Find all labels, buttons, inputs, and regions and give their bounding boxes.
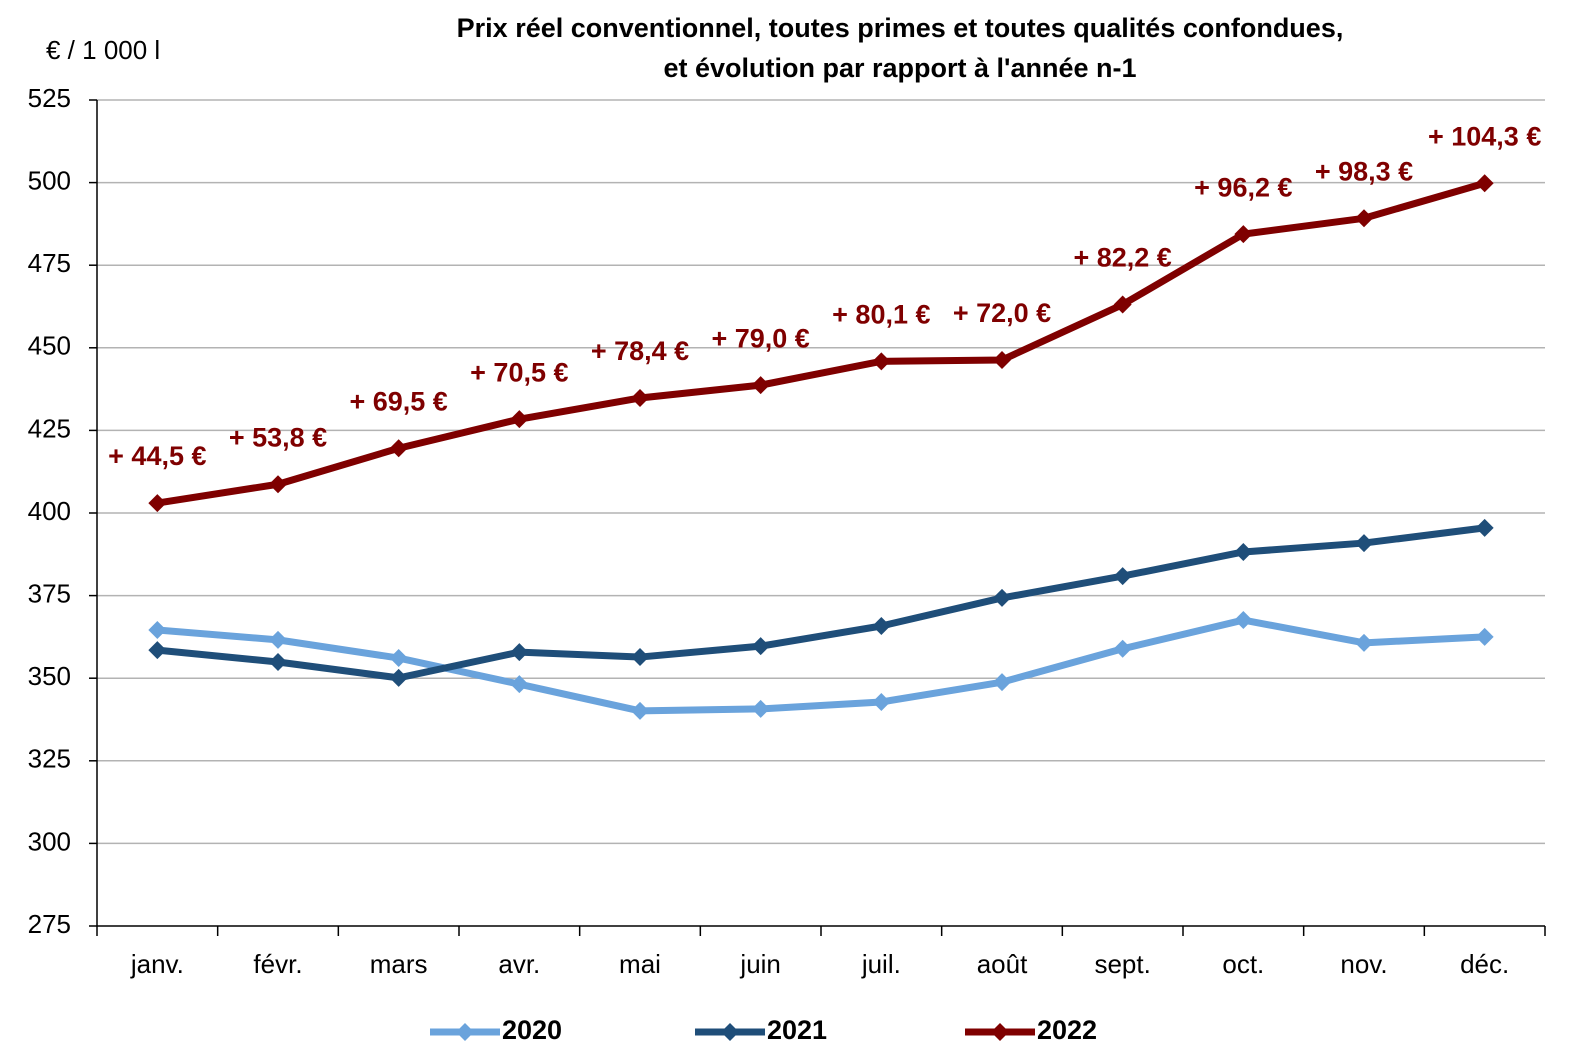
data-point — [1475, 518, 1494, 537]
y-tick-label: 500 — [28, 165, 71, 195]
x-tick-label: mai — [619, 949, 661, 979]
data-point — [751, 637, 770, 656]
x-tick-label: sept. — [1094, 949, 1150, 979]
data-point — [993, 673, 1011, 692]
x-tick-label: avr. — [498, 949, 540, 979]
annotation: + 72,0 € — [953, 298, 1051, 328]
data-point — [269, 475, 287, 494]
data-point — [1475, 627, 1494, 646]
annotation: + 44,5 € — [108, 441, 206, 471]
data-point — [751, 376, 770, 395]
data-point — [872, 352, 891, 371]
x-tick-label: juil. — [861, 949, 901, 979]
y-axis-label: € / 1 000 l — [46, 35, 160, 65]
x-tick-label: août — [977, 949, 1028, 979]
annotation: + 98,3 € — [1315, 156, 1413, 186]
data-point — [1113, 567, 1132, 586]
data-point — [631, 389, 649, 408]
annotation: + 80,1 € — [832, 299, 930, 329]
data-point — [389, 649, 408, 668]
data-point — [1355, 209, 1373, 228]
data-point — [631, 701, 649, 720]
data-point — [1355, 633, 1373, 652]
series-line — [156, 179, 1486, 507]
annotation: + 69,5 € — [349, 386, 447, 416]
data-point — [510, 643, 529, 662]
data-point — [872, 616, 891, 635]
x-tick-label: févr. — [253, 949, 302, 979]
data-point — [269, 630, 287, 649]
data-point — [993, 351, 1011, 370]
data-point — [1355, 534, 1373, 553]
y-tick-label: 325 — [28, 744, 71, 774]
y-tick-label: 375 — [28, 578, 71, 608]
y-tick-label: 350 — [28, 661, 71, 691]
legend-marker — [456, 1023, 474, 1041]
y-tick-label: 400 — [28, 496, 71, 526]
series-line — [157, 616, 1485, 715]
annotation: + 96,2 € — [1194, 172, 1292, 202]
data-point — [148, 494, 167, 513]
legend-marker — [991, 1023, 1009, 1041]
data-point — [872, 692, 891, 711]
data-point — [1475, 174, 1494, 193]
series-line — [156, 524, 1486, 682]
chart-title: et évolution par rapport à l'année n-1 — [663, 53, 1136, 83]
x-tick-label: déc. — [1460, 949, 1509, 979]
legend-label: 2021 — [767, 1015, 827, 1045]
data-point — [751, 699, 770, 718]
x-tick-label: oct. — [1222, 949, 1264, 979]
data-point — [510, 410, 529, 429]
data-point — [389, 439, 408, 458]
data-point — [1113, 639, 1132, 658]
annotation: + 78,4 € — [591, 336, 689, 366]
y-tick-label: 475 — [28, 248, 71, 278]
annotation: + 82,2 € — [1073, 243, 1171, 273]
data-point — [631, 648, 649, 667]
x-tick-label: mars — [370, 949, 428, 979]
annotation: + 53,8 € — [229, 422, 327, 452]
data-point — [1234, 225, 1253, 244]
y-tick-label: 450 — [28, 331, 71, 361]
annotation: + 79,0 € — [711, 323, 809, 353]
data-point — [1234, 611, 1253, 630]
y-tick-label: 525 — [28, 83, 71, 113]
data-point — [1234, 542, 1253, 561]
data-point — [148, 620, 167, 639]
y-tick-label: 300 — [28, 826, 71, 856]
annotation: + 104,3 € — [1428, 121, 1541, 151]
legend-label: 2020 — [502, 1015, 562, 1045]
annotation: + 70,5 € — [470, 357, 568, 387]
data-point — [510, 675, 529, 694]
data-point — [269, 653, 287, 672]
chart-title: Prix réel conventionnel, toutes primes e… — [457, 13, 1344, 43]
x-tick-label: janv. — [130, 949, 184, 979]
legend-label: 2022 — [1037, 1015, 1097, 1045]
x-tick-label: juin — [739, 949, 780, 979]
x-tick-label: nov. — [1340, 949, 1387, 979]
data-point — [993, 588, 1011, 607]
data-point — [1113, 295, 1132, 314]
y-tick-label: 275 — [28, 909, 71, 939]
data-point — [389, 668, 408, 687]
legend-marker — [721, 1023, 739, 1041]
y-tick-label: 425 — [28, 413, 71, 443]
data-point — [148, 641, 167, 660]
